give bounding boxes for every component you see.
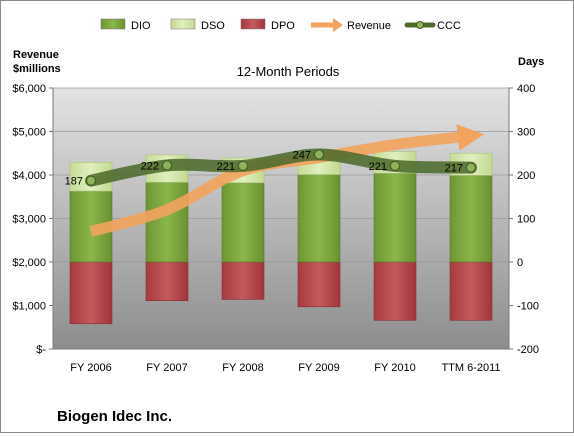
bar-dpo xyxy=(221,261,265,300)
x-tick-label: FY 2008 xyxy=(222,362,263,374)
company-name: Biogen Idec Inc. xyxy=(57,408,172,425)
ccc-line: 187 222 221 247 221 217 xyxy=(65,148,477,188)
left-tick-label: $2,000 xyxy=(12,257,46,269)
legend-label-dio: DIO xyxy=(131,20,151,32)
left-tick-label: $5,000 xyxy=(12,127,46,139)
right-tick-label: -200 xyxy=(517,344,539,356)
x-tick-label: FY 2009 xyxy=(298,362,339,374)
left-axis-ticks: $- $1,000 $2,000 $3,000 $4,000 $5,000 $6,000 xyxy=(12,83,53,356)
bar-dpo xyxy=(69,261,113,325)
legend-swatch-dso xyxy=(170,18,196,30)
ccc-point xyxy=(314,149,324,160)
bar-dio xyxy=(297,174,341,263)
legend-swatch-dpo xyxy=(240,18,266,30)
left-tick-label: $- xyxy=(36,344,46,356)
chart-title: 12-Month Periods xyxy=(237,64,340,79)
x-axis-labels: FY 2006 FY 2007 FY 2008 FY 2009 FY 2010 TTM 6… xyxy=(70,362,500,374)
ccc-series-line xyxy=(85,148,477,187)
right-axis-title: Days xyxy=(518,56,544,68)
right-tick-label: 400 xyxy=(517,83,535,95)
left-tick-label: $3,000 xyxy=(12,214,46,226)
x-tick-label: FY 2006 xyxy=(70,362,111,374)
ccc-data-label: 217 xyxy=(445,163,463,175)
bar-dpo xyxy=(449,261,493,321)
bars xyxy=(69,151,493,325)
legend-label-ccc: CCC xyxy=(437,20,461,32)
left-tick-label: $6,000 xyxy=(12,83,46,95)
bar-dio xyxy=(373,172,417,263)
ccc-point xyxy=(86,175,96,186)
ccc-data-label: 247 xyxy=(293,150,311,162)
left-tick-label: $4,000 xyxy=(12,170,46,182)
legend-label-revenue: Revenue xyxy=(347,20,391,32)
left-tick-label: $1,000 xyxy=(12,301,46,313)
ccc-data-label: 221 xyxy=(217,161,235,173)
ccc-point xyxy=(162,160,172,171)
bar-dio xyxy=(449,175,493,263)
bar-dpo xyxy=(145,261,189,302)
legend: DIO DSO DPO Revenue CCC xyxy=(100,18,461,32)
right-tick-label: 100 xyxy=(517,214,535,226)
left-axis-title-line1: Revenue xyxy=(13,49,59,61)
ccc-point xyxy=(466,162,476,173)
ccc-point xyxy=(390,160,400,171)
x-tick-label: FY 2007 xyxy=(146,362,187,374)
legend-arrowhead xyxy=(333,18,343,32)
right-tick-label: 200 xyxy=(517,170,535,182)
legend-label-dso: DSO xyxy=(201,20,225,32)
bar-dpo xyxy=(297,261,341,308)
bar-dpo xyxy=(373,261,417,321)
bar-dio xyxy=(221,182,265,263)
right-axis-ticks: -200 -100 0 100 200 300 400 xyxy=(509,83,539,356)
legend-label-dpo: DPO xyxy=(271,20,295,32)
ccc-data-label: 222 xyxy=(141,160,159,172)
right-tick-label: 0 xyxy=(517,257,523,269)
right-tick-label: 300 xyxy=(517,127,535,139)
ccc-data-label: 221 xyxy=(369,161,387,173)
x-tick-label: FY 2010 xyxy=(374,362,415,374)
gridlines xyxy=(53,87,509,306)
x-tick-label: TTM 6-2011 xyxy=(441,362,500,374)
legend-ccc-marker xyxy=(416,21,424,29)
legend-swatch-dio xyxy=(100,18,126,30)
bar-dio xyxy=(145,182,189,263)
left-axis-title-line2: $millions xyxy=(13,63,61,75)
ccc-point xyxy=(238,160,248,171)
ccc-data-label: 187 xyxy=(65,176,83,188)
right-tick-label: -100 xyxy=(517,301,539,313)
